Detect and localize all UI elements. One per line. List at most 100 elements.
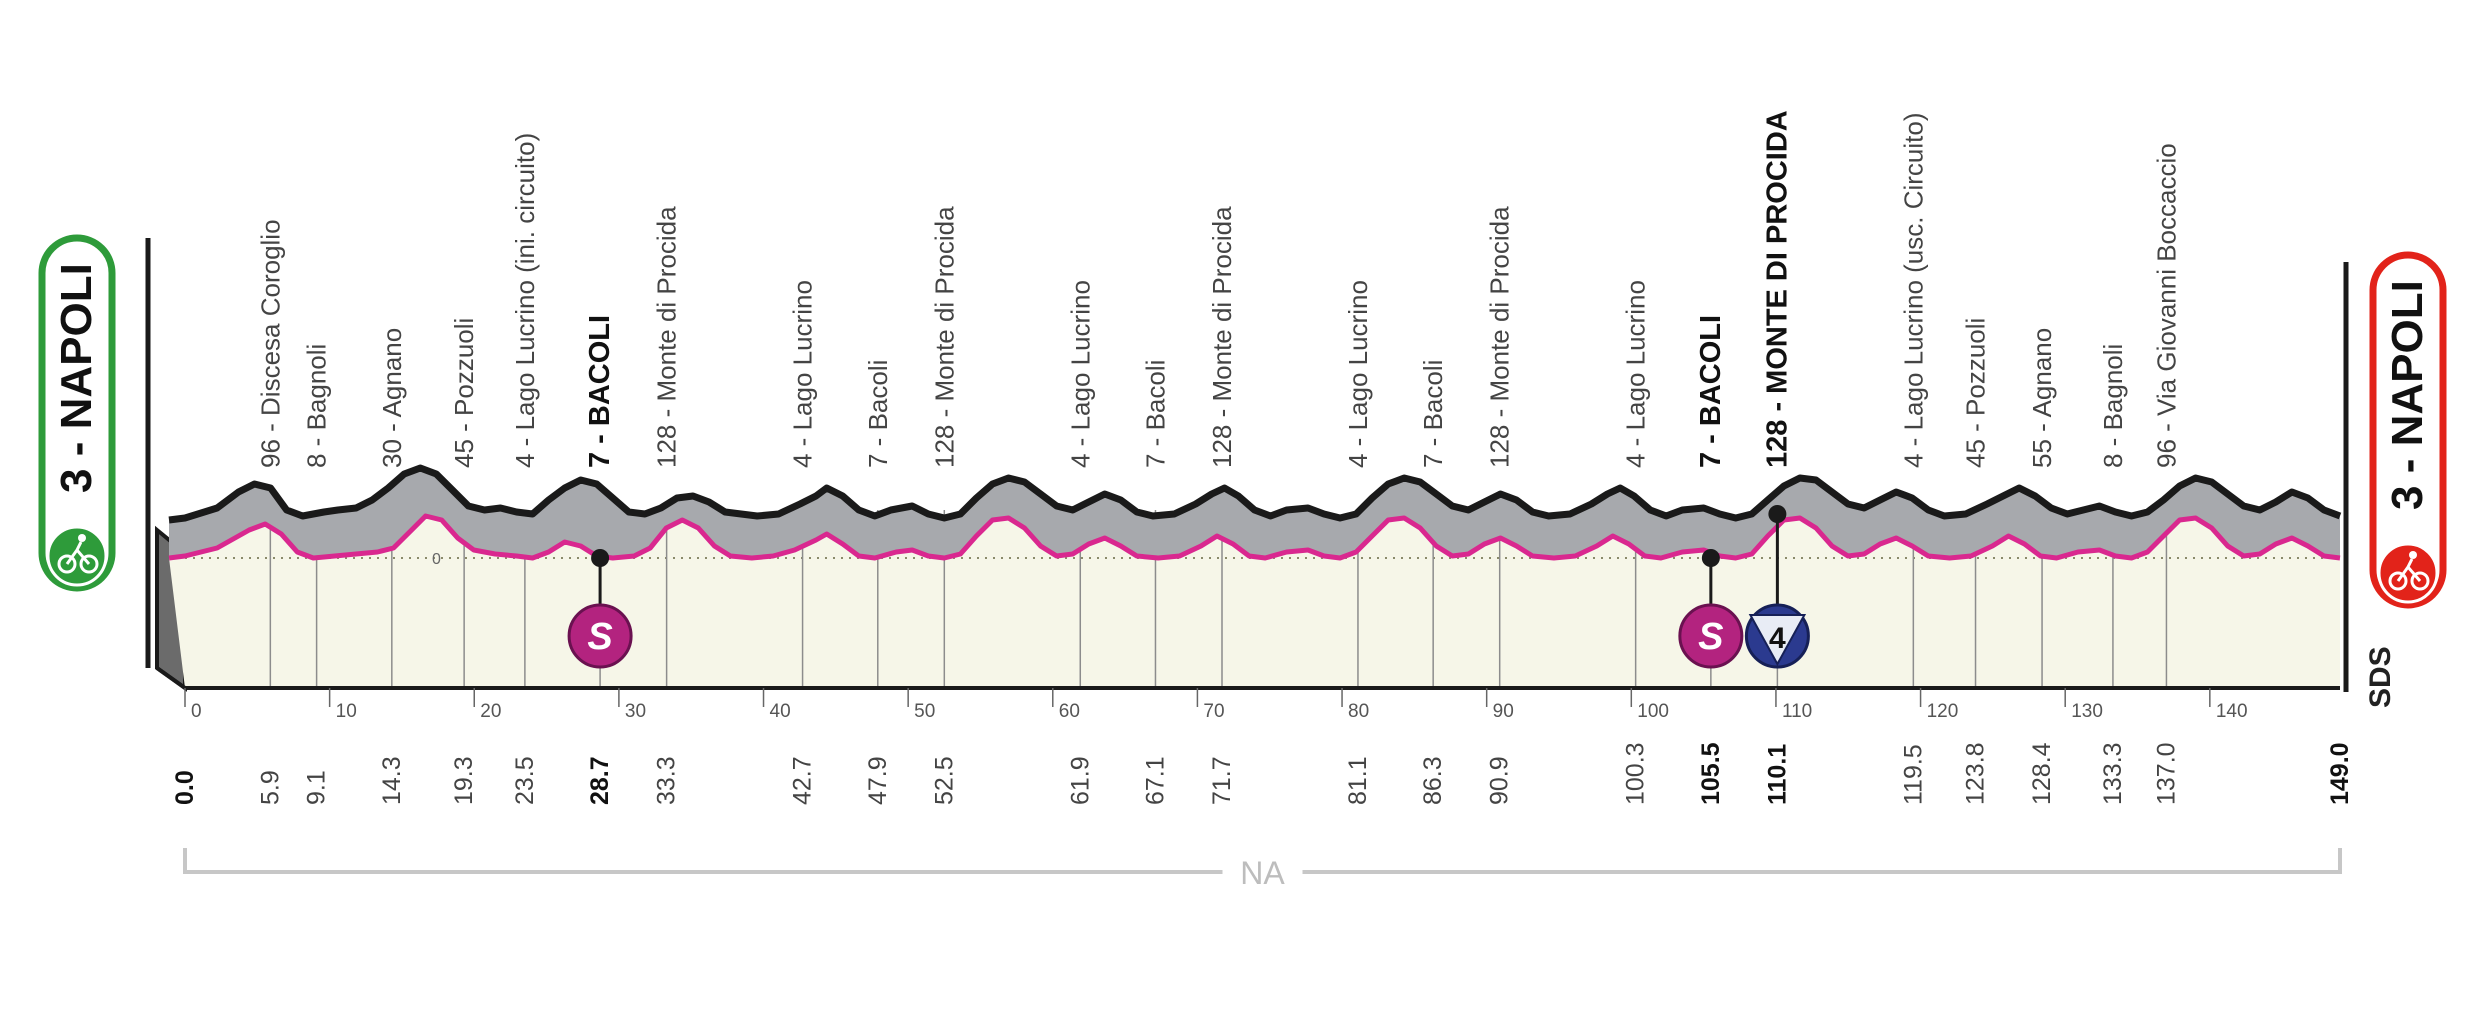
x-tick-label: 80 [1348, 701, 1369, 722]
waypoint-km-label: 128.4 [2028, 742, 2056, 805]
waypoint-label: 4 - Lago Lucrino [1343, 280, 1373, 468]
x-tick-label: 40 [770, 701, 791, 722]
waypoint-label: 8 - Bagnoli [2098, 344, 2128, 468]
waypoint-km-label: 149.0 [2326, 742, 2354, 805]
waypoint-label: 45 - Pozzuoli [1961, 318, 1991, 468]
start-badge-frame [38, 234, 116, 592]
waypoint-km-label: 52.5 [930, 756, 958, 805]
badges-layer: SDS 3 - NAPOLI 3 - NAPOLI [38, 234, 2447, 708]
waypoint-km-label: 90.9 [1486, 756, 1514, 805]
waypoint-km-label: 0.0 [171, 770, 199, 805]
x-tick-label: 0 [191, 701, 202, 722]
axis-layer: 0.0 5.9 9.1 14.3 19.3 23.5 28.7 33.3 42.7 47.9 52.… [145, 238, 2354, 891]
waypoint-km-label: 137.0 [2152, 742, 2180, 805]
waypoint-label: 7 - BACOLI [584, 315, 616, 468]
x-tick-label: 140 [2216, 701, 2248, 722]
waypoint-label: 7 - Bacoli [1140, 360, 1170, 468]
finish-badge-bike-wheel-icon [2388, 571, 2408, 591]
x-tick-label: 120 [1927, 701, 1959, 722]
x-tick-label: 50 [914, 701, 935, 722]
waypoint-km-label: 33.3 [653, 756, 681, 805]
waypoint-km-label: 61.9 [1066, 756, 1094, 805]
slab-edge [155, 666, 187, 690]
waypoint-label: 7 - Bacoli [1418, 360, 1448, 468]
waypoint-label: 96 - Via Giovanni Boccaccio [2151, 143, 2181, 468]
waypoint-km-label: 110.1 [1763, 744, 1791, 805]
waypoint-labels-layer: 96 - Discesa Coroglio 8 - Bagnoli 30 - Agn… [255, 110, 2181, 468]
finish-badge-bike-frame-icon [2396, 558, 2422, 582]
marker-dot [1768, 505, 1787, 523]
waypoint-km-label: 123.8 [1962, 742, 1990, 805]
x-tick-label: 30 [625, 701, 646, 722]
route-line [168, 513, 2341, 561]
sprint-marker [1678, 603, 1744, 669]
waypoint-km-label: 14.3 [378, 756, 406, 805]
finish-badge-bike-wheel-icon [2410, 571, 2430, 591]
x-tick-label: 10 [336, 701, 357, 722]
waypoint-km-label: 5.9 [256, 770, 284, 805]
kom-marker-triangle [1748, 614, 1807, 667]
x-tick-label: 110 [1782, 701, 1812, 722]
x-tick-label: 60 [1059, 701, 1080, 722]
waypoint-km-label: 81.1 [1344, 756, 1372, 805]
start-badge-rider-head-icon [78, 534, 86, 542]
waypoint-km-label: 71.7 [1208, 756, 1236, 805]
waypoint-km-label: 47.9 [864, 756, 892, 805]
waypoint-label: 30 - Agnano [377, 328, 407, 468]
finish-badge-rider-head-icon [2409, 551, 2417, 559]
sprint-marker [567, 603, 633, 669]
region-label: NA [1240, 855, 1285, 891]
finish-badge-frame [2369, 251, 2447, 609]
waypoint-km-label: 105.5 [1697, 742, 1725, 805]
start-badge-bike-frame-icon [65, 541, 91, 565]
waypoint-label: 4 - Lago Lucrino [1065, 280, 1095, 468]
profile-layer [168, 464, 2342, 561]
x-tick-label: 70 [1203, 701, 1224, 722]
start-badge-bike-wheel-icon [79, 554, 99, 574]
waypoint-km-label: 67.1 [1141, 756, 1169, 805]
waypoint-km-label: 119.5 [1899, 744, 1927, 805]
waypoint-label: 128 - Monte di Procida [652, 206, 682, 468]
terrain-outline [168, 464, 2342, 524]
region-label-bg [1222, 856, 1303, 888]
x-tick-label: 20 [480, 701, 501, 722]
sprint-marker-label: S [1698, 616, 1723, 658]
markers-layer: S S 4 [567, 505, 1810, 669]
waypoint-km-label: 86.3 [1419, 756, 1447, 805]
waypoint-label: 96 - Discesa Coroglio [255, 219, 285, 468]
start-badge-label: 3 - NAPOLI [52, 263, 101, 493]
waypoint-label: 45 - Pozzuoli [449, 318, 479, 468]
x-tick-label: 130 [2071, 701, 2103, 722]
waypoint-label: 128 - Monte di Procida [1485, 206, 1515, 468]
x-tick-label: 90 [1493, 701, 1514, 722]
waypoint-label: 55 - Agnano [2027, 328, 2057, 468]
waypoint-label: 7 - BACOLI [1695, 315, 1727, 468]
zero-level-label: 0 [432, 551, 441, 568]
waypoint-label: 4 - Lago Lucrino (usc. Circuito) [1898, 113, 1928, 468]
waypoint-km-label: 9.1 [303, 770, 331, 805]
waypoint-label: 4 - Lago Lucrino (ini. circuito) [510, 133, 540, 468]
start-badge-bike-wheel-icon [57, 554, 77, 574]
waypoint-label: 128 - Monte di Procida [929, 206, 959, 468]
finish-badge-cyclist-icon [2377, 542, 2439, 604]
waypoint-km-label: 133.3 [2099, 742, 2127, 805]
finish-badge-label: 3 - NAPOLI [2383, 280, 2432, 510]
waypoint-label: 128 - MONTE DI PROCIDA [1761, 110, 1793, 468]
brand-logo: SDS [2364, 646, 2397, 708]
kom-marker-label: 4 [1769, 622, 1786, 655]
waypoint-label: 7 - Bacoli [863, 360, 893, 468]
waypoint-km-label: 28.7 [586, 756, 614, 805]
x-tick-label: 100 [1637, 701, 1669, 722]
waypoint-label: 128 - Monte di Procida [1207, 206, 1237, 468]
waypoint-km-label: 19.3 [450, 756, 478, 805]
waypoint-km-label: 23.5 [511, 756, 539, 805]
start-badge-cyclist-icon [46, 525, 108, 587]
sprint-marker-label: S [587, 616, 612, 658]
waypoint-km-label: 100.3 [1622, 742, 1650, 805]
marker-dot [1701, 549, 1720, 567]
waypoint-label: 4 - Lago Lucrino [788, 280, 818, 468]
waypoint-km-label: 42.7 [789, 756, 817, 805]
marker-dot [591, 549, 610, 567]
waypoint-label: 8 - Bagnoli [302, 344, 332, 468]
